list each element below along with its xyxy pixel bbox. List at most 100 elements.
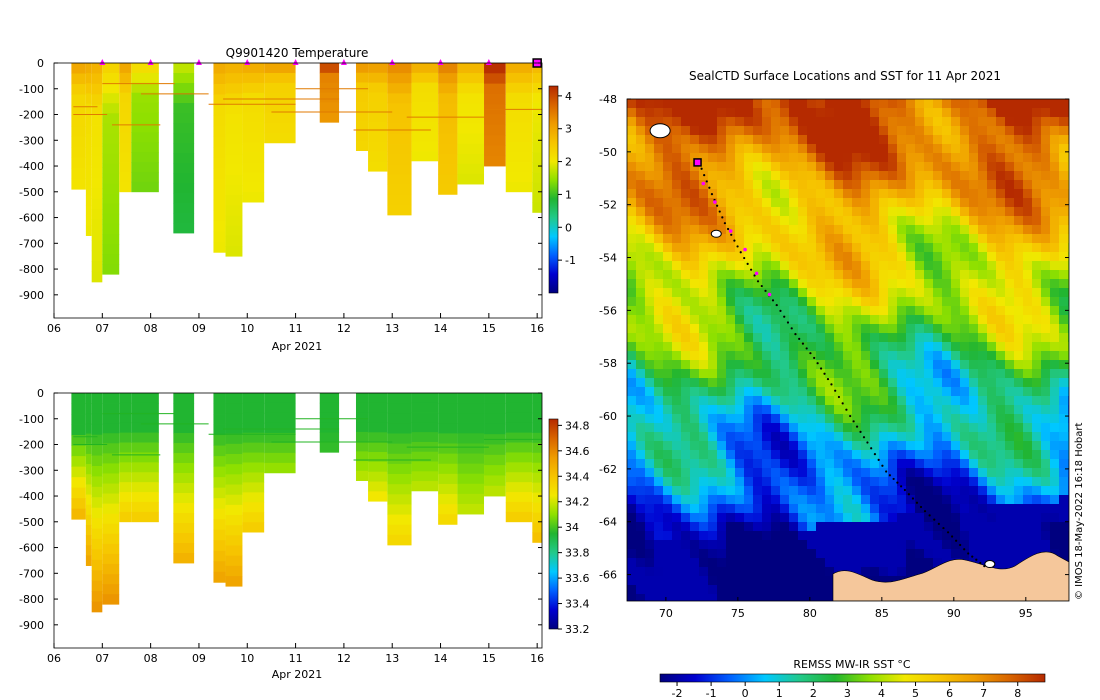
sst-cell	[825, 288, 835, 298]
sst-cell	[681, 450, 691, 460]
sst-cell	[870, 180, 880, 190]
sst-cell	[726, 432, 736, 442]
sst-cell	[816, 315, 826, 325]
profile-cell	[411, 102, 439, 113]
sst-cell	[636, 297, 646, 307]
sst-cell	[717, 153, 727, 163]
sst-cell	[771, 351, 781, 361]
profile-cell	[131, 452, 159, 463]
sst-cell	[663, 387, 673, 397]
sst-cell	[627, 450, 637, 460]
sst-cell	[807, 306, 817, 316]
sst-cell	[645, 477, 655, 487]
sst-cell	[816, 126, 826, 136]
sst-cell	[825, 135, 835, 145]
sst-cell	[1050, 423, 1060, 433]
sst-cell	[654, 324, 664, 334]
sst-cell	[933, 504, 943, 514]
y-tick-label: -200	[19, 439, 44, 452]
sst-cell	[870, 342, 880, 352]
profile-cell	[91, 434, 103, 446]
sst-cell	[1005, 423, 1015, 433]
sst-cell	[1023, 108, 1033, 118]
sst-cell	[771, 297, 781, 307]
sst-cell	[735, 459, 745, 469]
sst-cell	[1005, 450, 1015, 460]
profile-cell	[438, 93, 458, 104]
sst-cell	[717, 198, 727, 208]
profile-cell	[532, 202, 542, 213]
sst-cell	[708, 549, 718, 559]
sst-cell	[663, 333, 673, 343]
sst-cell	[1005, 414, 1015, 424]
profile-cell	[484, 454, 506, 466]
sst-cell	[933, 459, 943, 469]
sst-cell	[672, 396, 682, 406]
sst-cell	[987, 468, 997, 478]
sst-cell	[663, 99, 673, 109]
sst-cell	[708, 117, 718, 127]
sst-cell	[1023, 432, 1033, 442]
profile-cell	[368, 432, 388, 443]
sst-cell	[780, 414, 790, 424]
sst-cell	[762, 108, 772, 118]
sst-cell	[816, 207, 826, 217]
profile-cell	[131, 162, 159, 173]
sst-cell	[969, 477, 979, 487]
sst-cell	[870, 414, 880, 424]
sst-cell	[1050, 360, 1060, 370]
sst-cell	[780, 171, 790, 181]
sst-cell	[807, 540, 817, 550]
sst-cell	[825, 585, 835, 595]
sst-cell	[771, 153, 781, 163]
profile-cell	[368, 112, 388, 123]
sst-cell	[708, 342, 718, 352]
sst-cell	[843, 162, 853, 172]
sst-cell	[699, 396, 709, 406]
sst-cell	[942, 504, 952, 514]
sst-cell	[771, 513, 781, 523]
sst-cell	[888, 234, 898, 244]
sst-cell	[780, 378, 790, 388]
sst-cell	[708, 423, 718, 433]
sst-cell	[744, 261, 754, 271]
sst-cell	[663, 513, 673, 523]
sst-cell	[834, 324, 844, 334]
sst-cell	[825, 540, 835, 550]
profile-cell	[387, 184, 412, 196]
profile-cell	[102, 163, 120, 175]
sst-cell	[1005, 432, 1015, 442]
profile-cell	[119, 511, 132, 523]
sst-cell	[1014, 360, 1024, 370]
sst-cell	[1032, 495, 1042, 505]
profile-cell	[532, 63, 542, 74]
sst-cell	[654, 180, 664, 190]
sst-cell	[897, 369, 907, 379]
sst-cell	[825, 207, 835, 217]
sst-cell	[861, 513, 871, 523]
sst-cell	[1023, 117, 1033, 127]
sst-cell	[780, 351, 790, 361]
sst-cell	[978, 117, 988, 127]
profile-cell	[505, 142, 533, 153]
profile-cell	[91, 393, 103, 404]
sst-cell	[807, 171, 817, 181]
sst-cell	[951, 414, 961, 424]
sst-cell	[969, 333, 979, 343]
sst-cell	[924, 351, 934, 361]
sst-cell	[627, 261, 637, 271]
sst-cell	[888, 522, 898, 532]
track-point	[919, 505, 923, 509]
sst-cell	[780, 162, 790, 172]
sst-cell	[915, 558, 925, 568]
sst-cell	[690, 441, 700, 451]
sst-cell	[1059, 225, 1069, 235]
track-point	[830, 383, 833, 386]
sst-cell	[771, 423, 781, 433]
sst-cell	[942, 99, 952, 109]
profile-cell	[225, 103, 243, 115]
sst-cell	[726, 252, 736, 262]
sst-cell	[915, 144, 925, 154]
sst-cell	[906, 342, 916, 352]
sst-cell	[1050, 279, 1060, 289]
